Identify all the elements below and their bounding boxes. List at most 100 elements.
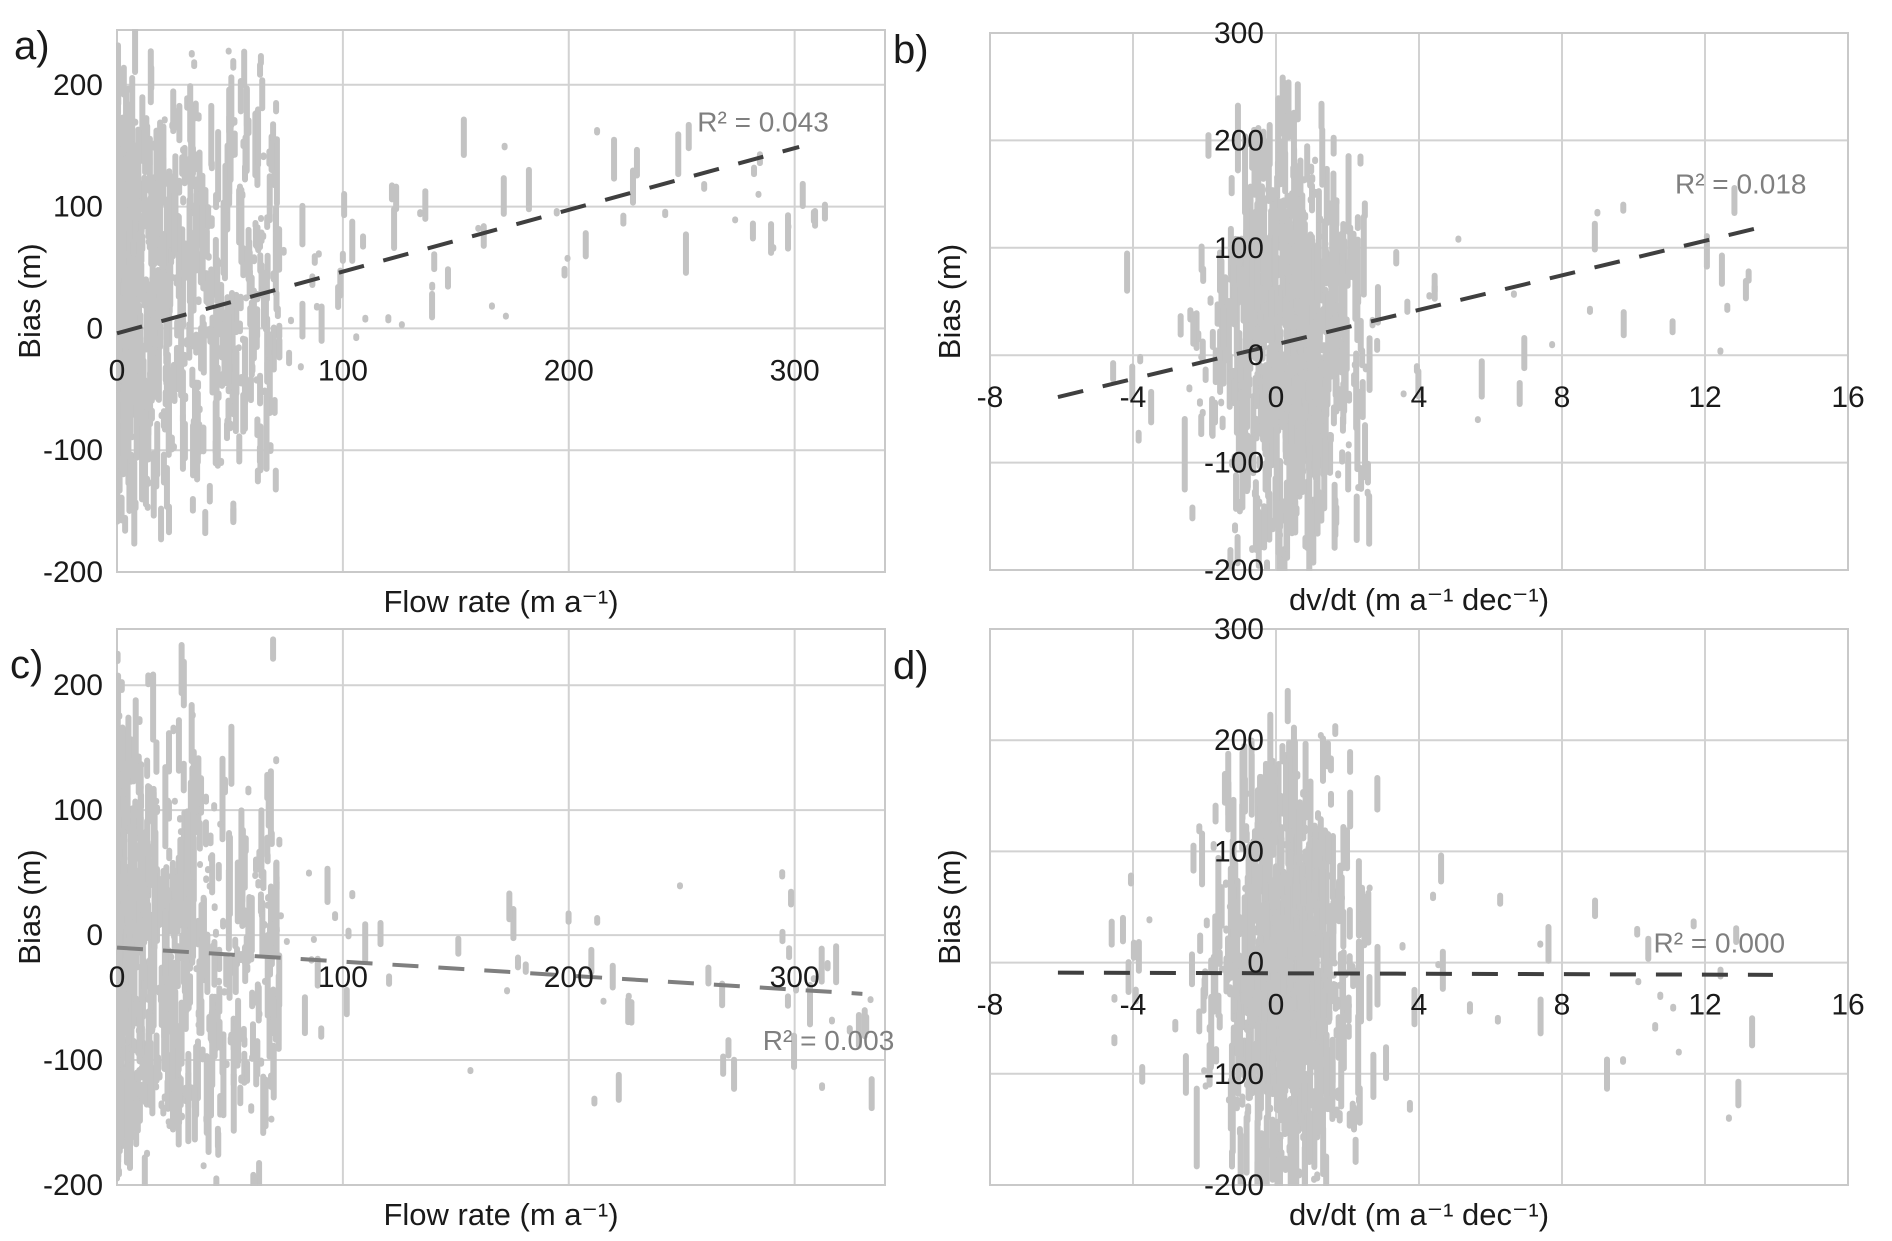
scatter-point bbox=[135, 198, 142, 209]
scatter-point bbox=[1336, 386, 1343, 412]
scatter-point bbox=[1315, 1056, 1322, 1096]
scatter-point bbox=[200, 894, 207, 979]
scatter-point bbox=[1250, 467, 1257, 476]
scatter-point bbox=[1245, 1030, 1252, 1093]
scatter-point bbox=[1319, 126, 1326, 188]
scatter-point bbox=[1280, 971, 1287, 998]
scatter-point bbox=[231, 130, 238, 158]
scatter-point bbox=[120, 828, 127, 841]
scatter-point bbox=[1354, 406, 1361, 473]
scatter-point bbox=[215, 1130, 222, 1158]
scatter-point bbox=[768, 221, 775, 256]
scatter-point bbox=[1197, 932, 1204, 955]
scatter-point bbox=[256, 1010, 263, 1018]
gridlines bbox=[989, 32, 1849, 571]
scatter-point bbox=[1287, 1154, 1294, 1186]
scatter-point bbox=[1231, 283, 1238, 328]
scatter-point bbox=[1265, 137, 1272, 205]
scatter-points bbox=[1108, 687, 1756, 1186]
panel-c: 0 100 200 300 200 100 0 -100 -200 Flow rate (m a⁻… bbox=[10, 628, 894, 1232]
scatter-point bbox=[131, 808, 138, 817]
scatter-point bbox=[1366, 974, 1373, 1022]
r2-annotation: R² = 0.043 bbox=[697, 106, 829, 137]
scatter-point bbox=[1254, 494, 1261, 514]
scatter-point bbox=[821, 201, 828, 222]
scatter-point bbox=[273, 99, 280, 115]
scatter-point bbox=[600, 997, 607, 1005]
panel-letter: c) bbox=[10, 643, 43, 687]
scatter-point bbox=[1287, 397, 1294, 405]
scatter-point bbox=[276, 226, 283, 273]
scatter-point bbox=[1234, 102, 1241, 174]
scatter-point bbox=[799, 180, 806, 210]
scatter-point bbox=[213, 191, 220, 211]
scatter-point bbox=[287, 316, 294, 325]
scatter-point bbox=[260, 152, 267, 161]
scatter-point bbox=[1393, 249, 1400, 267]
scatter-point bbox=[276, 337, 283, 361]
scatter-point bbox=[1333, 1027, 1340, 1039]
scatter-point bbox=[1124, 250, 1131, 294]
scatter-point bbox=[215, 320, 222, 335]
trendline bbox=[116, 945, 863, 996]
scatter-point bbox=[138, 229, 145, 264]
scatter-point bbox=[377, 919, 384, 948]
scatter-point bbox=[460, 116, 467, 158]
scatter-point bbox=[564, 254, 571, 262]
scatter-point bbox=[135, 1049, 142, 1057]
scatter-point bbox=[1242, 133, 1249, 216]
scatter-point bbox=[1415, 368, 1422, 400]
scatter-point bbox=[202, 508, 209, 537]
scatter-point bbox=[167, 258, 174, 309]
scatter-point bbox=[1438, 852, 1445, 885]
scatter-point bbox=[1267, 764, 1274, 822]
scatter-point bbox=[264, 359, 271, 374]
tick-label-x: 100 bbox=[318, 961, 368, 994]
scatter-point bbox=[1301, 824, 1308, 835]
scatter-point bbox=[1374, 943, 1381, 1008]
scatter-point bbox=[305, 869, 312, 877]
scatter-point bbox=[1333, 238, 1340, 263]
axis-title-y: Bias (m) bbox=[932, 849, 967, 964]
scatter-point bbox=[625, 992, 632, 1000]
scatter-point bbox=[1303, 920, 1310, 962]
scatter-point bbox=[270, 270, 277, 283]
scatter-point bbox=[116, 488, 121, 498]
scatter-point bbox=[1212, 913, 1219, 996]
scatter-point bbox=[1323, 755, 1330, 764]
scatter-point bbox=[1322, 240, 1329, 248]
scatter-point bbox=[1210, 841, 1217, 851]
scatter-point bbox=[561, 265, 568, 279]
scatter-point bbox=[1323, 1054, 1330, 1069]
scatter-point bbox=[116, 413, 121, 424]
scatter-point bbox=[1268, 1149, 1275, 1158]
scatter-point bbox=[863, 1013, 870, 1036]
scatter-point bbox=[833, 943, 840, 986]
scatter-point bbox=[156, 1071, 163, 1081]
tick-label-y: -100 bbox=[43, 434, 103, 467]
scatter-point bbox=[1322, 218, 1329, 285]
scatter-point bbox=[132, 29, 139, 75]
scatter-point bbox=[1255, 324, 1262, 364]
scatter-point bbox=[273, 859, 280, 910]
scatter-point bbox=[1271, 1132, 1278, 1151]
scatter-point bbox=[220, 917, 227, 930]
scatter-point bbox=[594, 914, 601, 926]
scatter-point bbox=[1315, 810, 1322, 821]
scatter-point bbox=[116, 872, 121, 881]
scatter-point bbox=[1634, 925, 1641, 938]
scatter-point bbox=[429, 290, 436, 321]
scatter-point bbox=[227, 420, 234, 432]
scatter-point bbox=[157, 326, 164, 351]
scatter-point bbox=[429, 281, 436, 291]
scatter-point bbox=[228, 74, 235, 129]
scatter-point bbox=[1652, 1021, 1659, 1032]
scatter-point bbox=[239, 191, 246, 200]
scatter-point bbox=[1255, 125, 1262, 196]
scatter-point bbox=[1347, 789, 1354, 830]
scatter-point bbox=[153, 739, 160, 775]
trendline bbox=[116, 144, 800, 336]
scatter-point bbox=[273, 136, 280, 207]
scatter-point bbox=[207, 325, 214, 345]
scatter-point bbox=[125, 103, 132, 154]
